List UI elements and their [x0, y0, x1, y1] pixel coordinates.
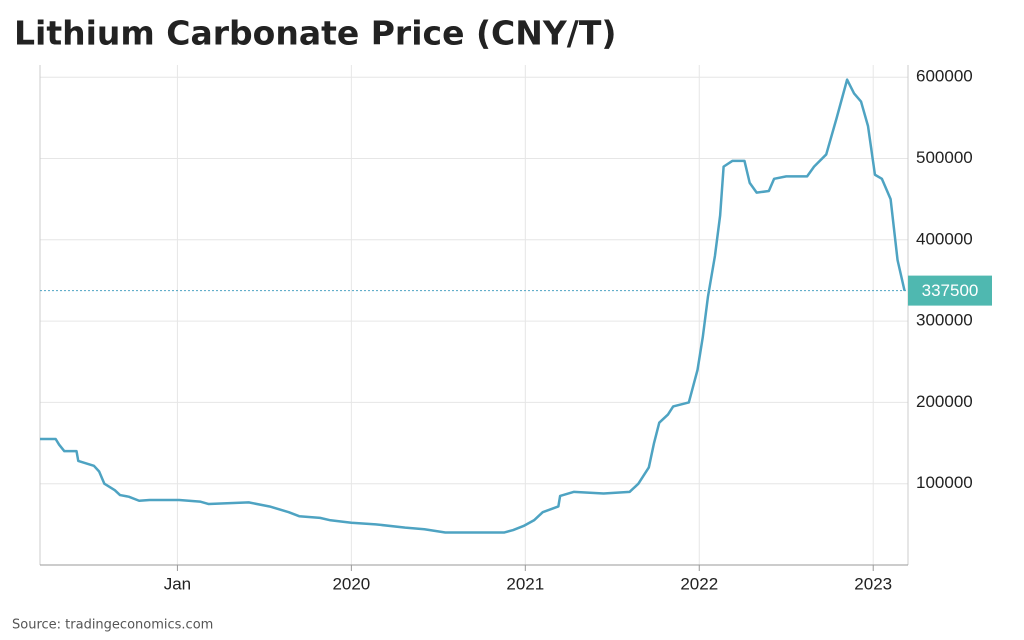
- last-value-box: [908, 275, 992, 306]
- source: Source: tradingeconomics.com: [12, 618, 213, 633]
- line-series: [40, 78, 906, 534]
- last-value-label: 337500: [922, 281, 979, 300]
- x-tick-label: Jan: [164, 574, 191, 593]
- x-tick-label: 2021: [506, 574, 544, 593]
- x-tick-label: 2023: [854, 574, 892, 593]
- y-tick-label: 500000: [916, 148, 973, 167]
- chart-title: Lithium Carbonate Price (CNY/T): [14, 14, 616, 53]
- y-tick-label: 200000: [916, 392, 973, 411]
- x-tick-label: 2020: [332, 574, 370, 593]
- x-tick-label: 2022: [680, 574, 718, 593]
- y-tick-label: 400000: [916, 229, 973, 248]
- y-tick-label: 300000: [916, 311, 973, 330]
- y-tick-label: 600000: [916, 67, 973, 86]
- y-tick-label: 100000: [916, 473, 973, 492]
